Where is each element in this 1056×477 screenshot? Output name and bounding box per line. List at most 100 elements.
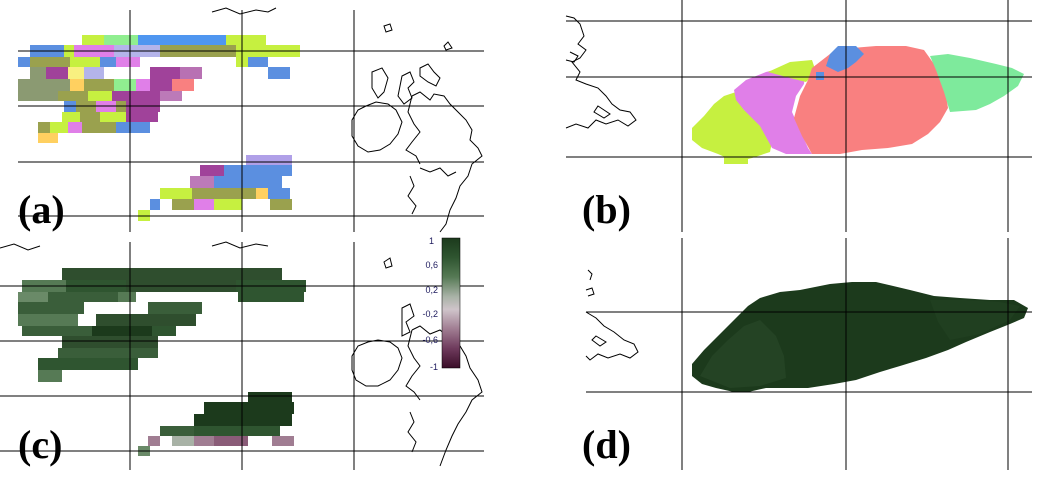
correlation-cell — [214, 436, 248, 446]
cluster-cell — [180, 67, 202, 79]
panel-a: (a) — [18, 7, 484, 233]
cluster-cell — [70, 57, 100, 67]
cluster-cell — [62, 112, 80, 122]
cluster-cell — [172, 79, 194, 91]
cluster-cell — [70, 79, 84, 91]
cluster-cell — [126, 112, 158, 122]
cluster-cell — [84, 67, 104, 79]
correlation-cell — [152, 326, 176, 336]
correlation-cell — [204, 402, 294, 414]
cluster-cell — [226, 35, 266, 45]
panel-a-coastline — [211, 7, 483, 233]
correlation-cell — [238, 292, 304, 302]
cluster-cell — [160, 91, 182, 101]
cluster-cell — [82, 122, 116, 133]
colorbar-tick: 0,2 — [425, 285, 438, 295]
panel-b-label: (b) — [582, 187, 631, 232]
cluster-cell — [214, 176, 282, 188]
cluster-region — [794, 46, 948, 154]
correlation-cell — [48, 292, 118, 302]
colorbar-tick: 0,6 — [425, 260, 438, 270]
cluster-cell — [30, 57, 70, 67]
cluster-cell — [248, 57, 268, 67]
cluster-region — [692, 92, 772, 162]
colorbar: 1 0,6 0,2 -0,2 -0,6 -1 — [422, 236, 461, 372]
cluster-cell — [112, 91, 160, 101]
cluster-cell — [80, 112, 100, 122]
cluster-cell — [194, 199, 214, 210]
cluster-cell — [58, 91, 88, 101]
correlation-cell — [92, 326, 152, 336]
correlation-cell — [18, 302, 84, 314]
correlation-cell — [148, 436, 160, 446]
cluster-region — [826, 46, 864, 72]
correlation-cell — [194, 426, 280, 436]
cluster-cell — [160, 188, 192, 199]
cluster-cell — [724, 156, 748, 164]
panel-b: (b) — [565, 0, 1032, 232]
cluster-cell — [268, 188, 290, 199]
cluster-cell — [68, 67, 84, 79]
cluster-cell — [116, 122, 150, 133]
cluster-region — [930, 54, 1024, 112]
cluster-region — [734, 66, 812, 154]
correlation-cell — [18, 314, 78, 326]
panel-a-grid — [18, 10, 484, 232]
cluster-cell — [38, 133, 58, 143]
panel-c-coastline — [0, 241, 483, 467]
cluster-cell — [246, 155, 292, 165]
cluster-cell — [136, 79, 150, 91]
panel-c-grid — [0, 242, 484, 470]
correlation-cell — [194, 414, 292, 426]
correlation-cell — [118, 292, 136, 302]
cluster-cell — [18, 91, 58, 101]
correlation-cell — [62, 268, 282, 280]
cluster-cell — [46, 67, 68, 79]
cluster-cell — [816, 72, 824, 80]
colorbar-gradient — [441, 237, 461, 369]
colorbar-tick: -1 — [430, 362, 438, 372]
correlation-cell — [38, 358, 138, 370]
panel-b-coastline — [565, 15, 637, 129]
cluster-cell — [88, 91, 112, 101]
colorbar-tick: 1 — [429, 236, 434, 246]
correlation-cell — [148, 302, 202, 314]
cluster-cell — [50, 122, 68, 133]
cluster-cell — [224, 165, 292, 176]
cluster-cell — [190, 176, 214, 188]
colorbar-tick: -0,2 — [422, 309, 438, 319]
correlation-cell — [22, 326, 92, 336]
panel-d-coastline — [585, 269, 639, 361]
panel-d-grid — [586, 238, 1032, 470]
correlation-cell — [272, 436, 294, 446]
correlation-cell — [194, 436, 214, 446]
correlation-region-shade — [700, 320, 786, 388]
panel-b-clusters — [692, 46, 1024, 164]
cluster-cell — [138, 35, 226, 45]
cluster-cell — [256, 188, 268, 199]
panel-d: (d) — [582, 238, 1032, 470]
correlation-cell — [96, 314, 196, 326]
cluster-cell — [150, 79, 172, 91]
colorbar-tick: -0,6 — [422, 335, 438, 345]
cluster-cell — [270, 199, 292, 210]
cluster-cell — [268, 67, 290, 79]
cluster-cell — [30, 67, 46, 79]
panel-d-correlation-region — [692, 282, 1028, 392]
panel-c: 1 0,6 0,2 -0,2 -0,6 -1 (c) — [0, 236, 484, 470]
correlation-cell — [160, 426, 194, 436]
cluster-cell — [150, 199, 160, 210]
cluster-cell — [68, 122, 82, 133]
cluster-cell — [150, 67, 180, 79]
cluster-cell — [104, 35, 138, 45]
cluster-cell — [116, 57, 140, 67]
cluster-cell — [100, 112, 126, 122]
cluster-cell — [214, 199, 242, 210]
cluster-cell — [38, 122, 50, 133]
cluster-cell — [172, 199, 194, 210]
panel-a-label: (a) — [18, 187, 65, 232]
cluster-cell — [192, 188, 256, 199]
cluster-cell — [84, 79, 114, 91]
correlation-cell — [248, 392, 292, 402]
panel-d-label: (d) — [582, 422, 631, 467]
